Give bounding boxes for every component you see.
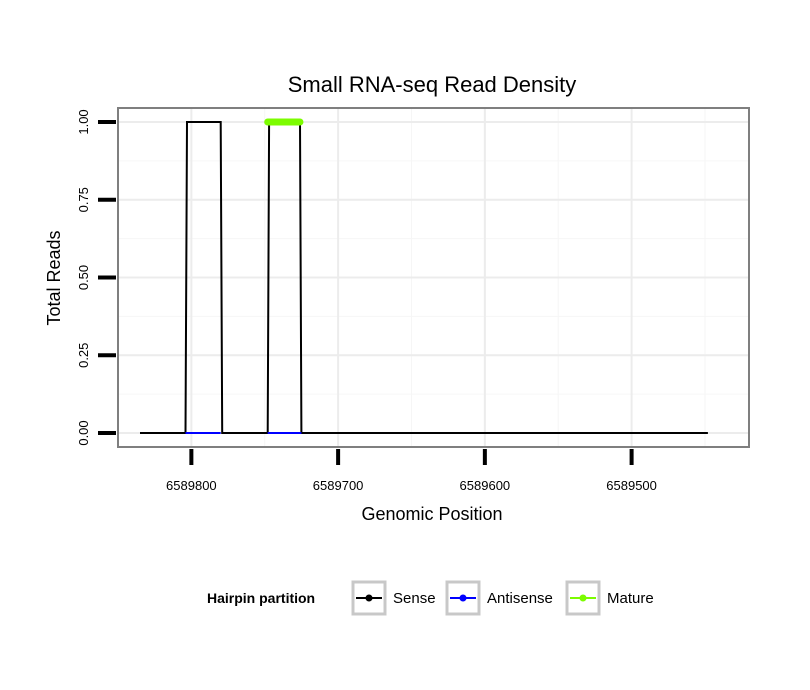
x-tick-label: 6589600 <box>460 478 511 493</box>
y-axis-label: Total Reads <box>44 230 64 325</box>
y-tick-label: 0.75 <box>76 187 91 212</box>
legend-item-antisense: Antisense <box>445 580 553 616</box>
legend-key-point <box>459 594 467 602</box>
y-tick-label: 0.25 <box>76 343 91 368</box>
legend-label: Mature <box>607 590 654 607</box>
x-tick-label: 6589800 <box>166 478 217 493</box>
legend-key-point <box>365 594 373 602</box>
chart-title: Small RNA-seq Read Density <box>288 72 577 97</box>
plot-panel <box>117 107 750 448</box>
legend-title: Hairpin partition <box>207 590 315 606</box>
legend-label: Sense <box>393 590 436 607</box>
grid-lines <box>118 108 749 447</box>
series-sense-line <box>140 121 708 434</box>
x-axis-ticks: 6589800 6589700 6589600 6589500 <box>166 449 657 493</box>
x-tick-label: 6589700 <box>313 478 364 493</box>
legend-key-point <box>579 594 587 602</box>
legend: Hairpin partition Sense Antisense Mature <box>207 580 654 616</box>
y-axis-ticks: 0.00 0.25 0.50 0.75 1.00 <box>76 109 116 446</box>
x-axis-label: Genomic Position <box>361 504 502 524</box>
series-layer <box>140 118 708 435</box>
legend-item-sense: Sense <box>351 580 436 616</box>
x-tick-label: 6589500 <box>606 478 657 493</box>
y-tick-label: 0.00 <box>76 420 91 445</box>
legend-label: Antisense <box>487 590 553 607</box>
y-tick-label: 0.50 <box>76 265 91 290</box>
legend-item-mature: Mature <box>565 580 654 616</box>
y-tick-label: 1.00 <box>76 109 91 134</box>
